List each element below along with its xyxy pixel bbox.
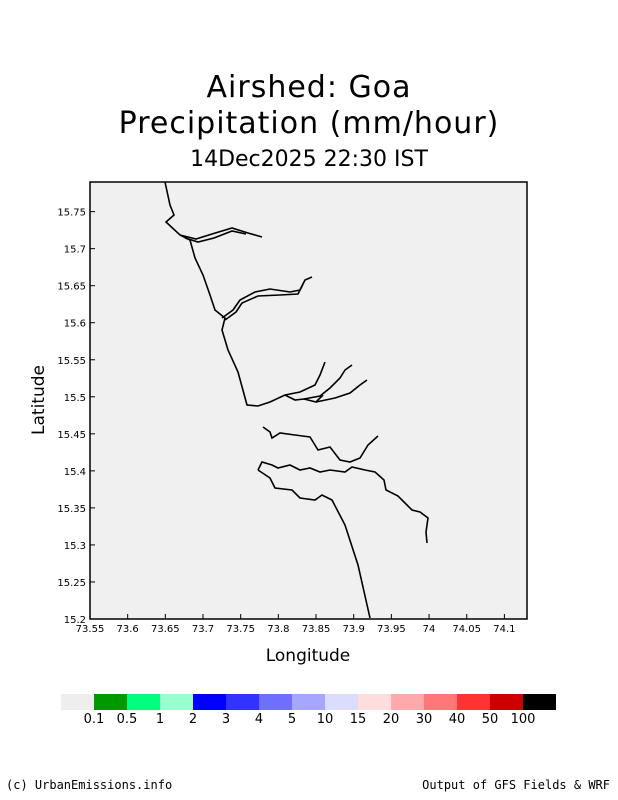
x-tick-label: 73.85: [302, 624, 331, 635]
colorbar-label: 0.5: [116, 712, 138, 727]
colorbar: [61, 694, 556, 710]
colorbar-label: 0.1: [83, 712, 105, 727]
colorbar-swatch: [226, 694, 259, 710]
y-tick-label: 15.7: [64, 245, 86, 256]
colorbar-swatch: [457, 694, 490, 710]
colorbar-swatch: [292, 694, 325, 710]
title-variable: Precipitation (mm/hour): [118, 106, 500, 141]
colorbar-label: 3: [221, 712, 231, 727]
colorbar-swatch: [490, 694, 523, 710]
x-tick-label: 74: [423, 624, 436, 635]
y-tick-label: 15.5: [64, 393, 86, 404]
plot-area: [89, 181, 528, 620]
y-axis-ticks: 15.2 15.25 15.3 15.35 15.4 15.45 15.5 15.55 15.6…: [57, 208, 95, 626]
colorbar-swatch: [193, 694, 226, 710]
y-axis-label: Latitude: [29, 365, 49, 435]
y-tick-label: 15.4: [64, 467, 86, 478]
title-airshed: Airshed: Goa: [206, 70, 412, 105]
copyright-footer: (c) UrbanEmissions.info: [6, 778, 173, 792]
colorbar-label: 5: [287, 712, 297, 727]
x-tick-label: 74.05: [452, 624, 481, 635]
colorbar-swatch: [523, 694, 556, 710]
y-tick-label: 15.3: [64, 541, 86, 552]
colorbar-swatch: [358, 694, 391, 710]
source-footer: Output of GFS Fields & WRF: [422, 778, 610, 792]
x-tick-label: 73.9: [343, 624, 365, 635]
colorbar-label: 1: [155, 712, 165, 727]
x-axis-label: Longitude: [266, 646, 351, 666]
x-axis-ticks: 73.55 73.6 73.65 73.7 73.75 73.8 73.85 73.9 73.9…: [76, 614, 516, 635]
y-tick-label: 15.45: [57, 430, 86, 441]
colorbar-swatch: [160, 694, 193, 710]
y-tick-label: 15.65: [57, 282, 86, 293]
colorbar-swatch: [61, 694, 94, 710]
colorbar-label: 10: [316, 712, 334, 727]
x-tick-label: 73.8: [267, 624, 289, 635]
colorbar-label: 20: [382, 712, 400, 727]
colorbar-swatch: [127, 694, 160, 710]
colorbar-label: 40: [448, 712, 466, 727]
colorbar-swatch: [259, 694, 292, 710]
title-datetime: 14Dec2025 22:30 IST: [190, 147, 428, 172]
colorbar-swatch: [325, 694, 358, 710]
coastline: [164, 181, 429, 619]
x-tick-label: 73.65: [151, 624, 180, 635]
y-tick-label: 15.35: [57, 504, 86, 515]
y-tick-label: 15.6: [64, 319, 86, 330]
colorbar-label: 4: [254, 712, 264, 727]
colorbar-label: 50: [481, 712, 499, 727]
x-tick-label: 74.1: [493, 624, 515, 635]
x-tick-label: 73.7: [192, 624, 214, 635]
x-tick-label: 73.75: [226, 624, 255, 635]
y-tick-label: 15.25: [57, 578, 86, 589]
colorbar-swatch: [391, 694, 424, 710]
colorbar-label: 100: [510, 712, 536, 727]
x-tick-label: 73.55: [76, 624, 105, 635]
colorbar-swatch: [94, 694, 127, 710]
colorbar-label: 30: [415, 712, 433, 727]
colorbar-swatch: [424, 694, 457, 710]
x-tick-label: 73.6: [117, 624, 139, 635]
colorbar-label: 2: [188, 712, 198, 727]
y-tick-label: 15.75: [57, 208, 86, 219]
y-tick-label: 15.55: [57, 356, 86, 367]
colorbar-label: 15: [349, 712, 367, 727]
y-tick-label: 15.2: [64, 615, 86, 626]
x-tick-label: 73.95: [377, 624, 406, 635]
